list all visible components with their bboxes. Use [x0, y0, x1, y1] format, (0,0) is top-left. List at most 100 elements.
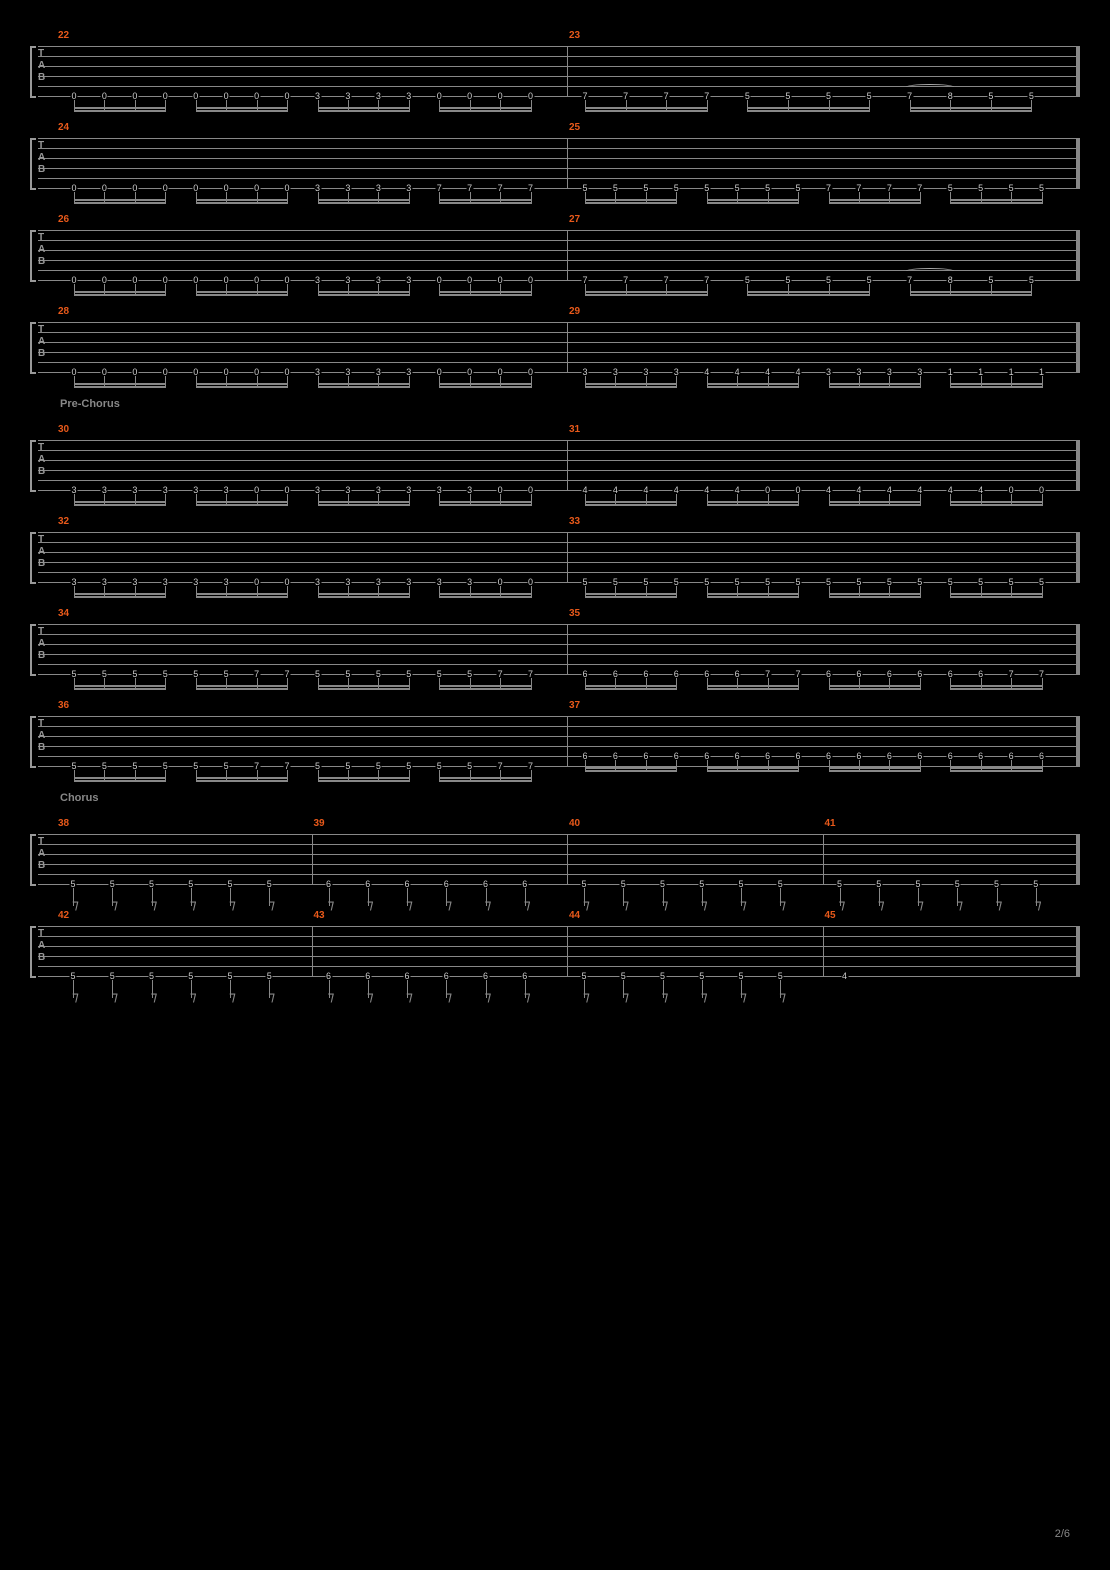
note-stem: [531, 586, 532, 598]
note-flag: ⁊: [701, 988, 708, 1005]
measure-number: 39: [314, 818, 325, 829]
end-barline: [1076, 716, 1080, 766]
beam: [74, 777, 165, 779]
beam: [585, 110, 707, 112]
measure-number: 22: [58, 30, 69, 41]
note-stem: [920, 760, 921, 772]
note-stem: [165, 100, 166, 112]
measure-number: 41: [825, 818, 836, 829]
beam: [439, 291, 530, 293]
measure-number: 44: [569, 910, 580, 921]
note-stem: [531, 376, 532, 388]
beam: [196, 596, 287, 598]
beam: [950, 199, 1041, 201]
beam: [829, 501, 920, 503]
note-stem: [676, 760, 677, 772]
beam: [74, 202, 165, 204]
tab-staff: TAB280000000033330000293333444433331111: [38, 322, 1080, 372]
note-stem: [707, 284, 708, 296]
note-stem: [1042, 192, 1043, 204]
tab-clef: TAB: [38, 928, 54, 964]
note-stem: [676, 192, 677, 204]
system-bracket: [30, 532, 36, 584]
beam: [950, 501, 1041, 503]
beam: [318, 291, 409, 293]
beam: [585, 504, 676, 506]
note-stem: [920, 586, 921, 598]
note-stem: [1042, 494, 1043, 506]
note-stem: [409, 192, 410, 204]
end-barline: [1076, 926, 1080, 976]
note-flag: ⁊: [367, 988, 374, 1005]
note-stem: [920, 376, 921, 388]
beam: [910, 107, 1032, 109]
system-bracket: [30, 322, 36, 374]
note-stem: [1042, 586, 1043, 598]
measure-number: 30: [58, 424, 69, 435]
beam: [439, 688, 530, 690]
beam: [74, 107, 165, 109]
tie: [906, 268, 955, 274]
page-number: 2/6: [1055, 1528, 1070, 1540]
system-bracket: [30, 834, 36, 886]
tab-system: TAB323333330033333300335555555555555555: [30, 516, 1080, 588]
measure-number: 26: [58, 214, 69, 225]
beam: [439, 110, 530, 112]
beam: [829, 770, 920, 772]
tab-clef: TAB: [38, 626, 54, 662]
beam: [707, 199, 798, 201]
beam: [829, 767, 920, 769]
beam: [910, 291, 1032, 293]
note-stem: [798, 760, 799, 772]
measure-number: 42: [58, 910, 69, 921]
measure-number: 34: [58, 608, 69, 619]
beam: [196, 504, 287, 506]
barline: [567, 46, 568, 96]
beam: [910, 110, 1032, 112]
beam: [196, 688, 287, 690]
note-stem: [920, 494, 921, 506]
end-barline: [1076, 230, 1080, 280]
beam: [74, 688, 165, 690]
barline: [312, 834, 313, 884]
note-stem: [287, 678, 288, 690]
tab-clef: TAB: [38, 442, 54, 478]
note-flag: ⁊: [72, 988, 79, 1005]
beam: [950, 685, 1041, 687]
beam: [74, 593, 165, 595]
beam: [585, 593, 676, 595]
note-stem: [676, 586, 677, 598]
end-barline: [1076, 46, 1080, 96]
system-bracket: [30, 926, 36, 978]
note-stem: [165, 678, 166, 690]
beam: [585, 291, 707, 293]
beam: [318, 688, 409, 690]
beam: [585, 501, 676, 503]
beam: [318, 199, 409, 201]
beam: [196, 202, 287, 204]
beam: [585, 294, 707, 296]
note-flag: ⁊: [406, 988, 413, 1005]
tab-system: TAB345555557755555577356666667766666677: [30, 608, 1080, 680]
note-stem: [869, 284, 870, 296]
beam: [829, 685, 920, 687]
beam: [707, 383, 798, 385]
beam: [196, 199, 287, 201]
note-stem: [1042, 678, 1043, 690]
note-stem: [409, 678, 410, 690]
measure-number: 24: [58, 122, 69, 133]
tab-system: TAB280000000033330000293333444433331111: [30, 306, 1080, 378]
tab-clef: TAB: [38, 324, 54, 360]
beam: [318, 386, 409, 388]
beam: [318, 294, 409, 296]
beam: [439, 504, 530, 506]
barline: [567, 926, 568, 976]
beam: [585, 107, 707, 109]
beam: [950, 767, 1041, 769]
beam: [318, 777, 409, 779]
note-stem: [287, 376, 288, 388]
beam: [196, 780, 287, 782]
beam: [439, 383, 530, 385]
beam: [196, 777, 287, 779]
note-stem: [165, 494, 166, 506]
